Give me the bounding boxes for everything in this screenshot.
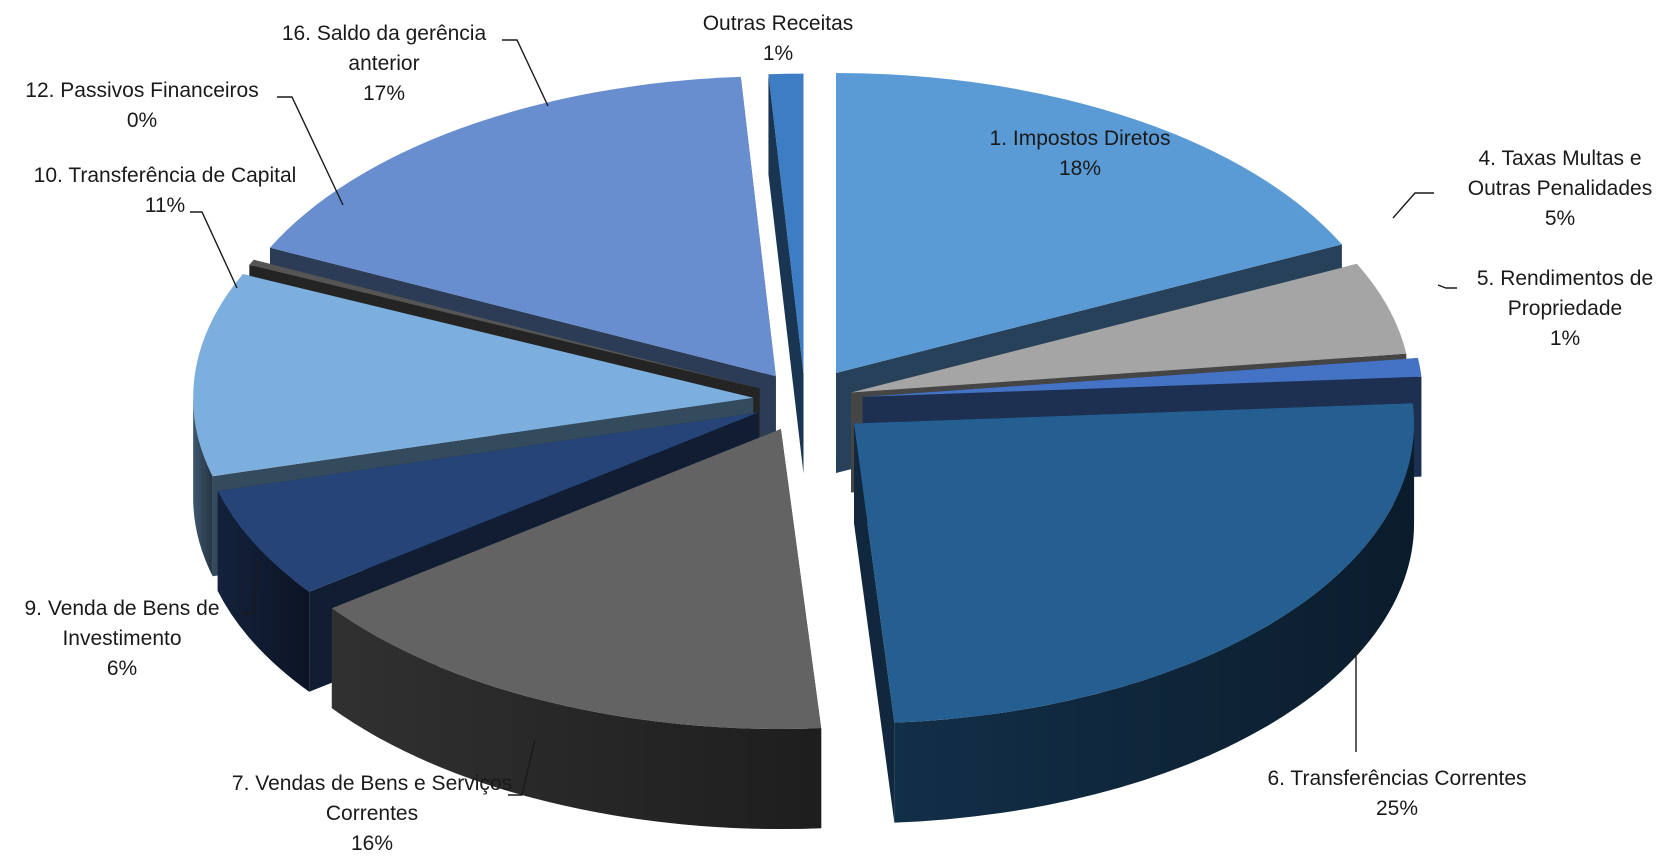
leader-line-9 [277,96,344,206]
data-label-1: Outras Receitas 1% [703,12,854,65]
data-label-10: 16. Saldo da gerência anterior 17% [282,22,487,105]
data-label-9: 12. Passivos Financeiros 0% [25,79,258,132]
data-label-line: 11% [145,194,185,217]
leader-line-4 [1437,284,1457,289]
data-label-line: 5. Rendimentos de [1477,267,1653,290]
data-label-line: Propriedade [1508,297,1622,320]
data-label-5: 6. Transferências Correntes 25% [1267,767,1526,820]
data-label-2: 1. Impostos Diretos 18% [990,127,1171,180]
data-label-line: 16% [351,832,393,855]
leader-line-7 [241,559,259,614]
data-labels: Outras Receitas 1% 1. Impostos Diretos 18% 4… [25,12,1654,855]
data-label-7: 9. Venda de Bens de Investimento 6% [25,597,220,680]
data-label-line: Investimento [62,627,181,650]
data-label-line: 1% [763,42,793,65]
leader-line-10 [502,39,549,107]
slice-10 [768,73,804,474]
leader-line-8 [190,211,238,289]
data-label-line: 25% [1376,797,1418,820]
data-label-3: 4. Taxas Multas e Outras Penalidades 5% [1468,147,1652,230]
data-label-line: 12. Passivos Financeiros [25,79,258,102]
data-label-line: 10. Transferência de Capital [34,164,297,187]
data-label-line: anterior [348,52,419,75]
data-label-line: 7. Vendas de Bens e Serviços [232,772,512,795]
data-label-line: 6. Transferências Correntes [1267,767,1526,790]
data-label-line: Correntes [326,802,418,825]
data-label-line: 1% [1550,327,1580,350]
slice-5 [331,429,822,830]
data-label-line: 0% [127,109,157,132]
leader-line-6 [508,739,536,796]
data-label-line: 6% [107,657,137,680]
data-label-line: Outras Penalidades [1468,177,1652,200]
data-label-line: Outras Receitas [703,12,854,35]
data-label-line: 18% [1059,157,1101,180]
pie-slices [193,73,1422,830]
data-label-line: 5% [1545,207,1575,230]
leader-lines [190,39,1457,796]
slice-4 [854,403,1415,823]
data-label-8: 10. Transferência de Capital 11% [34,164,297,217]
data-label-line: 16. Saldo da gerência [282,22,487,45]
data-label-line: 17% [363,82,405,105]
data-label-4: 5. Rendimentos de Propriedade 1% [1477,267,1653,350]
data-label-line: 4. Taxas Multas e [1478,147,1641,170]
data-label-6: 7. Vendas de Bens e Serviços Correntes 16% [232,772,512,855]
data-label-line: 1. Impostos Diretos [990,127,1171,150]
data-label-line: 9. Venda de Bens de [25,597,220,620]
leader-line-3 [1392,192,1434,219]
